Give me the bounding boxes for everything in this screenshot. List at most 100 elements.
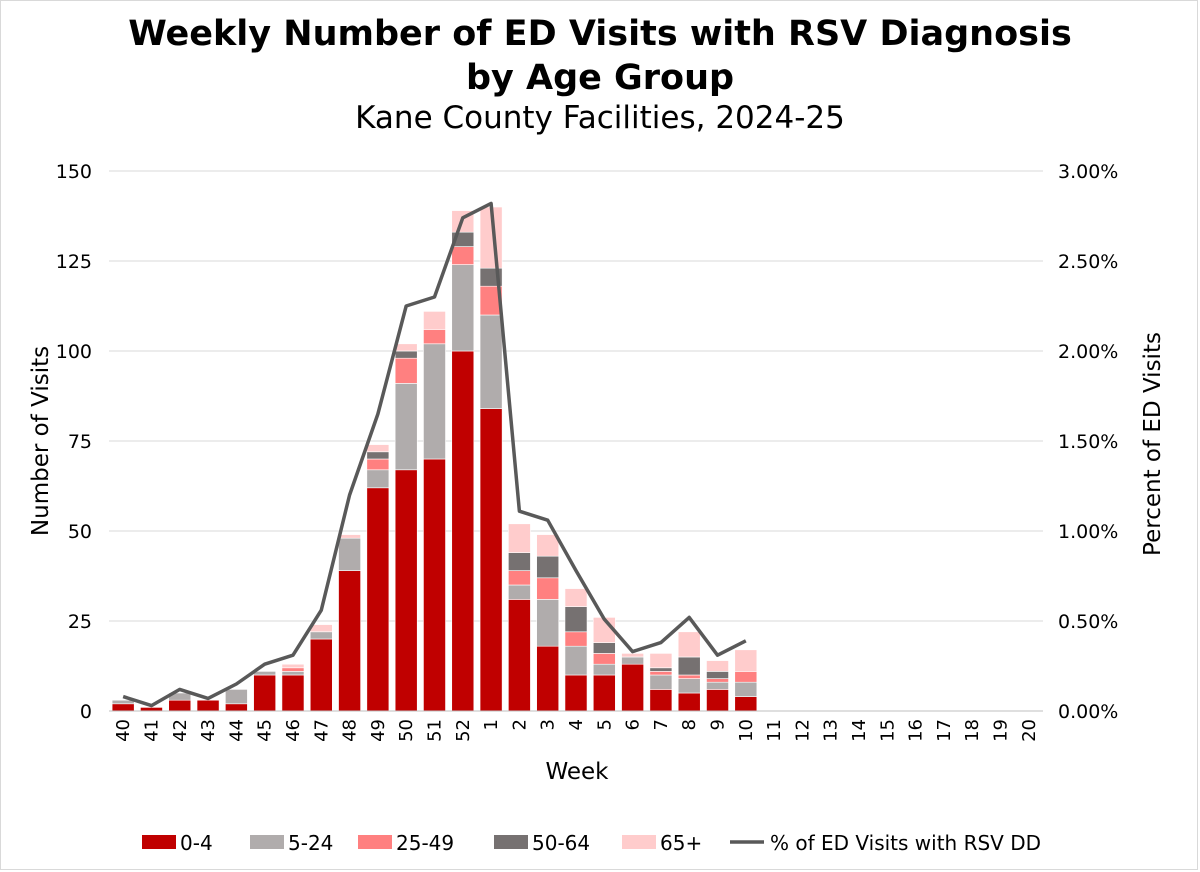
legend: 0-4 5-24 25-49 50-64 65+ % of ED Visits with … xyxy=(142,831,1041,855)
bar-segment xyxy=(366,451,390,460)
bar-segment xyxy=(140,707,163,712)
bar-segment xyxy=(734,649,758,672)
x-tick-label: 50 xyxy=(396,719,417,742)
bar-segment xyxy=(253,674,277,712)
y-tick-label: 100 xyxy=(56,341,92,363)
chart-subtitle: Kane County Facilities, 2024-25 xyxy=(355,100,845,136)
chart-title-line2: by Age Group xyxy=(465,58,735,98)
bar-segment xyxy=(366,444,390,453)
y-tick-label: 0 xyxy=(80,701,92,723)
bar-segment xyxy=(111,703,135,712)
x-tick-label: 42 xyxy=(170,719,191,742)
bar-segment xyxy=(309,638,333,712)
bar-segment xyxy=(338,534,361,539)
legend-swatch xyxy=(622,835,656,849)
bar-segment xyxy=(508,584,531,600)
y2-tick-label: 2.50% xyxy=(1058,251,1118,273)
bar-segment xyxy=(338,570,361,712)
bar-segment xyxy=(621,656,644,665)
legend-label: 0-4 xyxy=(180,831,213,855)
legend-label: 65+ xyxy=(660,831,702,855)
y2-tick-label: 1.50% xyxy=(1058,431,1118,453)
bar-segment xyxy=(196,699,220,712)
bar-segment xyxy=(564,674,588,712)
bar-segment xyxy=(366,487,390,712)
x-tick-label: 2 xyxy=(509,719,530,730)
bar-segment xyxy=(508,570,531,586)
bar-segment xyxy=(225,703,248,712)
bar-segment xyxy=(508,523,531,553)
bar-segment xyxy=(677,678,701,694)
bar-segment xyxy=(111,699,135,705)
bar-segment xyxy=(338,537,361,571)
y2-tick-label: 1.00% xyxy=(1058,521,1118,543)
bar-segment xyxy=(592,653,616,665)
y-tick-label: 150 xyxy=(56,161,92,183)
x-tick-label: 41 xyxy=(141,719,162,742)
x-tick-label: 3 xyxy=(538,719,559,730)
bar-segment xyxy=(536,555,560,579)
x-tick-label: 40 xyxy=(113,719,134,742)
y2-axis-title: Percent of ED Visits xyxy=(1140,332,1166,556)
bar-segment xyxy=(366,458,390,471)
x-tick-label: 17 xyxy=(934,719,955,742)
bar-segment xyxy=(168,699,192,712)
bar-segment xyxy=(734,671,758,683)
x-tick-label: 15 xyxy=(877,719,898,742)
x-tick-label: 4 xyxy=(566,719,587,730)
y2-tick-label: 0.00% xyxy=(1058,701,1118,723)
x-tick-label: 51 xyxy=(424,719,445,742)
bar-segment xyxy=(536,599,560,647)
bar-segment xyxy=(451,246,475,265)
line-series-path xyxy=(122,201,747,708)
bar-segment xyxy=(706,660,729,672)
x-tick-label: 16 xyxy=(906,719,927,742)
bar-segment xyxy=(423,458,446,712)
x-tick-label: 52 xyxy=(453,719,474,742)
bar-segment xyxy=(649,671,673,676)
x-axis-title: Week xyxy=(545,759,609,785)
bar-segment xyxy=(281,671,305,676)
x-tick-label: 43 xyxy=(198,719,219,742)
bar-segment xyxy=(394,357,418,384)
x-tick-label: 44 xyxy=(226,719,247,742)
gridlines xyxy=(109,170,1043,622)
x-tick-label: 6 xyxy=(623,719,644,730)
bar-segment xyxy=(536,577,560,600)
bar-segment xyxy=(536,534,560,557)
bar-segment xyxy=(677,692,701,712)
bar-segment xyxy=(677,656,701,676)
x-tick-label: 12 xyxy=(792,719,813,742)
bar-segment xyxy=(592,642,616,654)
bar-segment xyxy=(281,674,305,712)
bar-segment xyxy=(564,606,588,633)
bar-segment xyxy=(706,671,729,679)
legend-swatch xyxy=(494,835,528,849)
y-tick-label: 50 xyxy=(68,521,92,543)
bar-segment xyxy=(394,343,418,352)
bar-segment xyxy=(706,681,729,690)
bar-segment xyxy=(423,311,446,330)
x-tick-label: 11 xyxy=(764,719,785,742)
x-tick-label: 47 xyxy=(311,719,332,742)
x-tick-label: 20 xyxy=(1019,719,1040,742)
x-tick-label: 8 xyxy=(679,719,700,730)
legend-label: 5-24 xyxy=(288,831,333,855)
bar-segment xyxy=(508,599,531,712)
x-tick-label: 9 xyxy=(708,719,729,730)
bar-segment xyxy=(734,681,758,697)
legend-swatch xyxy=(358,835,392,849)
bar-segment xyxy=(479,314,503,409)
chart-title: Weekly Number of ED Visits with RSV Diag… xyxy=(128,14,1072,54)
bar-segment xyxy=(649,653,673,669)
bar-segment xyxy=(394,469,418,712)
bar-segment xyxy=(592,663,616,676)
bar-segment xyxy=(281,663,305,669)
bar-segment xyxy=(225,689,248,705)
legend-label: 25-49 xyxy=(396,831,454,855)
y2-tick-label: 2.00% xyxy=(1058,341,1118,363)
bar-segment xyxy=(281,667,305,672)
legend-label: 50-64 xyxy=(532,831,590,855)
